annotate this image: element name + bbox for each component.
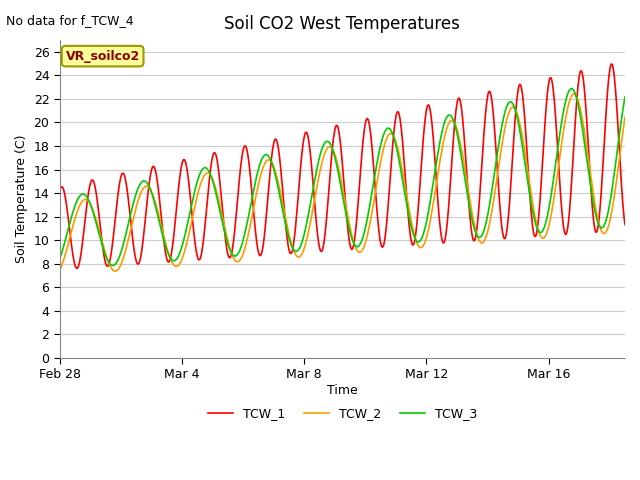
TCW_1 (445, 205, 452, 211)
TCW_2 (115, 266, 122, 272)
Line: TCW_1: TCW_1 (60, 64, 625, 268)
TCW_3 (109, 263, 117, 268)
TCW_1 (73, 265, 81, 271)
TCW_3 (305, 207, 313, 213)
TCW_2 (497, 147, 505, 153)
TCW_2 (305, 225, 313, 230)
Text: VR_soilco2: VR_soilco2 (65, 49, 140, 63)
TCW_2 (56, 267, 64, 273)
TCW_1 (115, 191, 122, 196)
TCW_1 (56, 187, 64, 193)
TCW_2 (570, 91, 578, 97)
TCW_3 (445, 112, 452, 118)
TCW_3 (621, 94, 629, 100)
TCW_1 (285, 247, 293, 252)
Line: TCW_2: TCW_2 (60, 94, 625, 271)
TCW_3 (508, 99, 515, 105)
Text: No data for f_TCW_4: No data for f_TCW_4 (6, 14, 134, 27)
TCW_1 (607, 61, 615, 67)
TCW_3 (56, 255, 64, 261)
Line: TCW_3: TCW_3 (60, 89, 625, 265)
TCW_2 (621, 114, 629, 120)
TCW_3 (115, 257, 122, 263)
TCW_1 (497, 217, 505, 223)
Title: Soil CO2 West Temperatures: Soil CO2 West Temperatures (225, 15, 460, 33)
TCW_1 (305, 142, 313, 148)
TCW_1 (621, 222, 629, 228)
TCW_1 (508, 174, 515, 180)
TCW_3 (497, 127, 505, 133)
TCW_2 (508, 105, 515, 111)
TCW_3 (285, 235, 293, 241)
TCW_2 (111, 268, 119, 274)
TCW_3 (568, 86, 575, 92)
Legend: TCW_1, TCW_2, TCW_3: TCW_1, TCW_2, TCW_3 (203, 402, 482, 425)
TCW_2 (285, 231, 293, 237)
TCW_2 (445, 121, 452, 127)
Y-axis label: Soil Temperature (C): Soil Temperature (C) (15, 135, 28, 263)
X-axis label: Time: Time (327, 384, 358, 397)
